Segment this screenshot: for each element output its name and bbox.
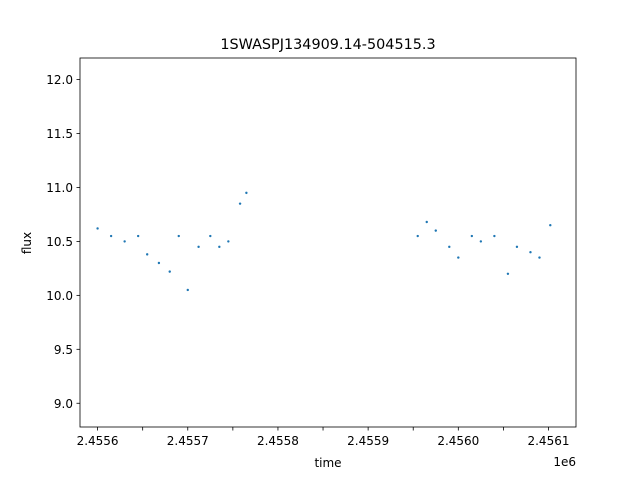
data-point bbox=[416, 234, 419, 238]
data-point bbox=[238, 202, 242, 205]
chart-title: 1SWASPJ134909.14-504515.3 bbox=[220, 37, 435, 53]
y-axis-label: flux bbox=[20, 232, 34, 254]
y-tick-label: 9.5 bbox=[54, 343, 73, 357]
x-axis-ticks: 2.4556 2.4557 2.4558 2.4559 2.4560 2.4561 bbox=[77, 427, 569, 448]
data-point bbox=[96, 227, 99, 230]
x-tick-label: 2.4560 bbox=[437, 434, 479, 448]
data-point bbox=[457, 256, 460, 259]
x-axis-label: time bbox=[314, 456, 341, 470]
x-tick-label: 2.4559 bbox=[347, 434, 389, 448]
y-tick-label: 10.0 bbox=[46, 289, 73, 303]
data-point bbox=[186, 288, 189, 292]
x-axis-offset-label: 1e6 bbox=[553, 455, 576, 469]
data-point bbox=[123, 240, 126, 243]
data-point bbox=[157, 261, 161, 265]
data-point bbox=[109, 234, 113, 238]
data-point bbox=[168, 270, 171, 273]
y-axis-ticks: 9.0 9.5 10.0 10.5 11.0 11.5 12.0 bbox=[46, 73, 80, 411]
scatter-points bbox=[96, 191, 552, 292]
y-tick-label: 11.5 bbox=[46, 127, 73, 141]
data-point bbox=[549, 224, 552, 227]
plot-frame bbox=[79, 57, 577, 428]
data-point bbox=[177, 234, 180, 238]
data-point bbox=[434, 229, 437, 232]
data-point bbox=[425, 220, 428, 224]
data-point bbox=[479, 240, 483, 243]
data-point bbox=[470, 234, 474, 238]
y-tick-label: 9.0 bbox=[54, 397, 73, 411]
x-tick-label: 2.4558 bbox=[257, 434, 299, 448]
data-point bbox=[493, 234, 496, 238]
x-tick-label: 2.4557 bbox=[167, 434, 209, 448]
data-point bbox=[218, 245, 221, 249]
x-tick-label: 2.4556 bbox=[77, 434, 119, 448]
data-point bbox=[227, 240, 230, 243]
data-point bbox=[529, 251, 532, 254]
data-point bbox=[136, 234, 140, 238]
data-point bbox=[538, 256, 541, 259]
data-point bbox=[245, 191, 248, 195]
data-point bbox=[209, 234, 212, 238]
data-point bbox=[448, 245, 451, 249]
data-point bbox=[506, 272, 510, 275]
y-tick-label: 10.5 bbox=[46, 235, 73, 249]
data-point bbox=[515, 245, 519, 249]
y-tick-label: 11.0 bbox=[46, 181, 73, 195]
data-point bbox=[197, 245, 200, 249]
x-tick-label: 2.4561 bbox=[527, 434, 569, 448]
data-point bbox=[145, 253, 149, 256]
y-tick-label: 12.0 bbox=[46, 73, 73, 87]
